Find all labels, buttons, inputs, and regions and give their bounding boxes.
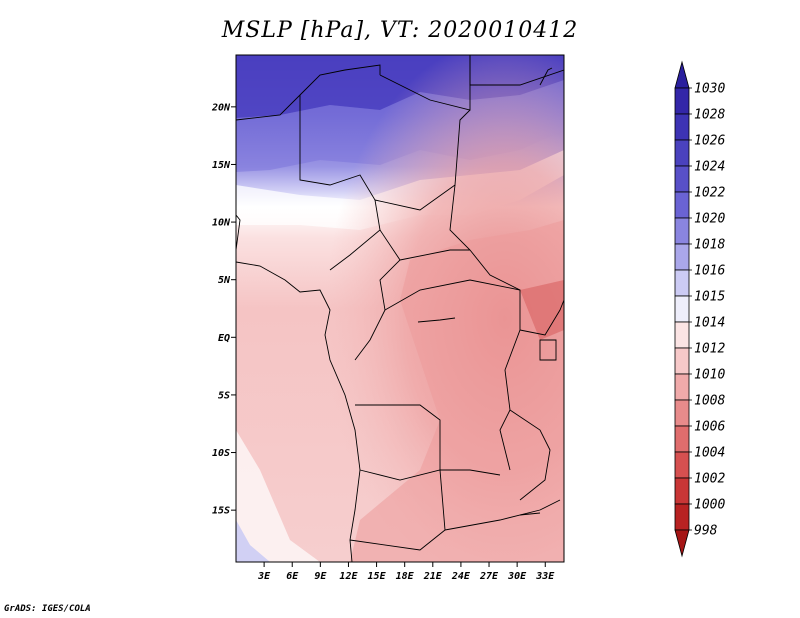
colorbar-swatch — [674, 217, 690, 245]
colorbar-swatch — [674, 295, 690, 323]
colorbar-swatch — [674, 269, 690, 297]
lon-label-3e: 3E — [257, 571, 271, 582]
colorbar-label-1022: 1022 — [694, 186, 725, 201]
lon-label-15e: 15E — [368, 571, 387, 582]
pressure-field — [236, 55, 564, 562]
colorbar-swatch — [674, 503, 690, 531]
colorbar: 1030 1028 1026 1024 1022 1020 1018 1016 1015 1014… — [674, 60, 725, 558]
footer-credit: GrADS: IGES/COLA — [4, 604, 91, 614]
lon-label-27e: 27E — [479, 571, 499, 582]
colorbar-swatch — [674, 191, 690, 219]
colorbar-swatch — [674, 165, 690, 193]
colorbar-swatch — [674, 477, 690, 505]
map-title: MSLP [hPa], VT: 2020010412 — [221, 18, 579, 43]
latitude-axis: 20N 15N 10N 5N EQ 5S 10S 15S — [211, 102, 236, 517]
colorbar-label-1002: 1002 — [694, 472, 725, 487]
longitude-axis: 3E 6E 9E 12E 15E 18E 21E 24E 27E 30E 33E — [257, 562, 555, 582]
lon-label-30e: 30E — [507, 571, 527, 582]
lat-label-10s: 10S — [212, 448, 230, 459]
colorbar-swatch — [674, 243, 690, 271]
lon-label-6e: 6E — [286, 571, 299, 582]
lon-label-21e: 21E — [423, 571, 443, 582]
lat-label-20n: 20N — [211, 102, 231, 113]
colorbar-label-1015: 1015 — [694, 290, 725, 305]
lat-label-15n: 15N — [212, 160, 231, 171]
colorbar-label-1030: 1030 — [694, 82, 725, 97]
colorbar-swatch — [674, 425, 690, 453]
lon-label-33e: 33E — [535, 571, 555, 582]
colorbar-label-1026: 1026 — [694, 134, 725, 149]
colorbar-label-1010: 1010 — [694, 368, 725, 383]
colorbar-label-1008: 1008 — [694, 394, 725, 409]
colorbar-label-1028: 1028 — [694, 108, 725, 123]
coastlines-borders — [236, 55, 564, 562]
colorbar-swatch — [674, 529, 690, 558]
colorbar-swatch — [674, 451, 690, 479]
map-frame — [235, 54, 565, 563]
colorbar-label-998: 998 — [694, 524, 718, 539]
lon-label-12e: 12E — [339, 571, 358, 582]
lat-label-eq: EQ — [218, 333, 230, 344]
colorbar-swatch — [674, 60, 690, 89]
colorbar-label-1020: 1020 — [694, 212, 725, 227]
colorbar-label-1016: 1016 — [694, 264, 725, 279]
lat-label-15s: 15S — [212, 506, 230, 517]
lat-label-5s: 5S — [218, 390, 230, 401]
lon-label-9e: 9E — [314, 571, 327, 582]
colorbar-swatch — [674, 87, 690, 115]
colorbar-swatch — [674, 347, 690, 375]
colorbar-swatch — [674, 139, 690, 167]
colorbar-swatch — [674, 373, 690, 401]
colorbar-label-1004: 1004 — [694, 446, 725, 461]
colorbar-swatch — [674, 113, 690, 141]
lat-label-5n: 5N — [218, 275, 231, 286]
lon-label-18e: 18E — [396, 571, 415, 582]
colorbar-swatch — [674, 399, 690, 427]
colorbar-label-1018: 1018 — [694, 238, 725, 253]
colorbar-swatch — [674, 321, 690, 349]
colorbar-label-1024: 1024 — [694, 160, 725, 175]
colorbar-label-1006: 1006 — [694, 420, 725, 435]
lat-label-10n: 10N — [212, 218, 231, 229]
colorbar-label-1000: 1000 — [694, 498, 725, 513]
colorbar-label-1012: 1012 — [694, 342, 725, 357]
lon-label-24e: 24E — [451, 571, 471, 582]
colorbar-label-1014: 1014 — [694, 316, 725, 331]
